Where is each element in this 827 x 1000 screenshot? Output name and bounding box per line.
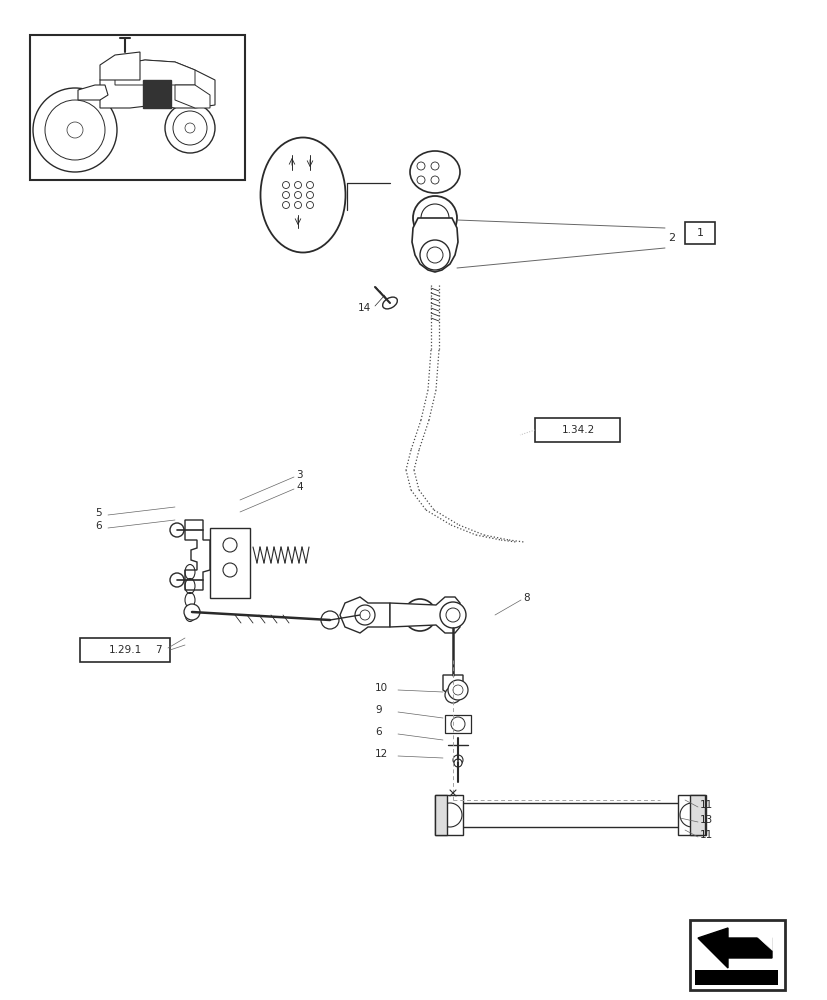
Bar [143,80,171,108]
Text: 4: 4 [295,482,302,492]
Polygon shape [184,520,210,590]
Bar [684,222,715,244]
Circle shape [170,573,184,587]
Circle shape [67,122,83,138]
Circle shape [452,755,462,765]
Circle shape [165,103,215,153]
Polygon shape [412,218,457,272]
Circle shape [33,88,117,172]
Bar [534,418,619,442]
Polygon shape [78,85,108,100]
Text: 13: 13 [699,815,712,825]
Circle shape [173,111,207,145]
Bar [689,920,784,990]
Circle shape [427,247,442,263]
Text: 8: 8 [523,593,529,603]
Polygon shape [115,60,195,85]
Circle shape [419,240,449,270]
Polygon shape [390,597,460,633]
Text: 6: 6 [95,521,102,531]
Circle shape [184,123,195,133]
Text: 5: 5 [95,508,102,518]
Bar [434,795,462,835]
Circle shape [447,680,467,700]
Circle shape [45,100,105,160]
Circle shape [184,604,200,620]
Polygon shape [749,930,771,950]
Text: 2: 2 [667,233,674,243]
Polygon shape [174,85,210,108]
Circle shape [439,602,466,628]
Ellipse shape [261,138,345,253]
Bar [444,715,471,733]
Polygon shape [100,52,140,80]
Bar [439,803,699,827]
Circle shape [404,599,436,631]
Text: 9: 9 [375,705,381,715]
Ellipse shape [409,151,460,193]
Circle shape [444,687,461,703]
Bar [210,528,250,598]
Text: 7: 7 [155,645,161,655]
Circle shape [446,608,460,622]
Circle shape [170,523,184,537]
Text: 10: 10 [375,683,388,693]
Text: 6: 6 [375,727,381,737]
Bar [434,795,447,835]
Bar [677,795,705,835]
Ellipse shape [382,297,397,309]
Text: 3: 3 [295,470,302,480]
Polygon shape [697,928,771,968]
Text: 12: 12 [375,749,388,759]
Polygon shape [100,60,215,108]
Text: 11: 11 [699,830,712,840]
Circle shape [420,204,448,232]
Text: 1: 1 [696,228,703,238]
Circle shape [413,196,457,240]
Polygon shape [340,597,390,633]
Circle shape [453,759,461,767]
Text: 1.29.1: 1.29.1 [108,645,141,655]
Bar [694,970,777,985]
Polygon shape [442,675,462,695]
Bar [80,638,170,662]
Circle shape [321,611,338,629]
Text: 11: 11 [699,800,712,810]
Bar [30,35,245,180]
Circle shape [410,606,428,624]
Bar [689,795,704,835]
Text: 14: 14 [357,303,370,313]
Text: 1.34.2: 1.34.2 [561,425,594,435]
Circle shape [360,610,370,620]
Circle shape [355,605,375,625]
